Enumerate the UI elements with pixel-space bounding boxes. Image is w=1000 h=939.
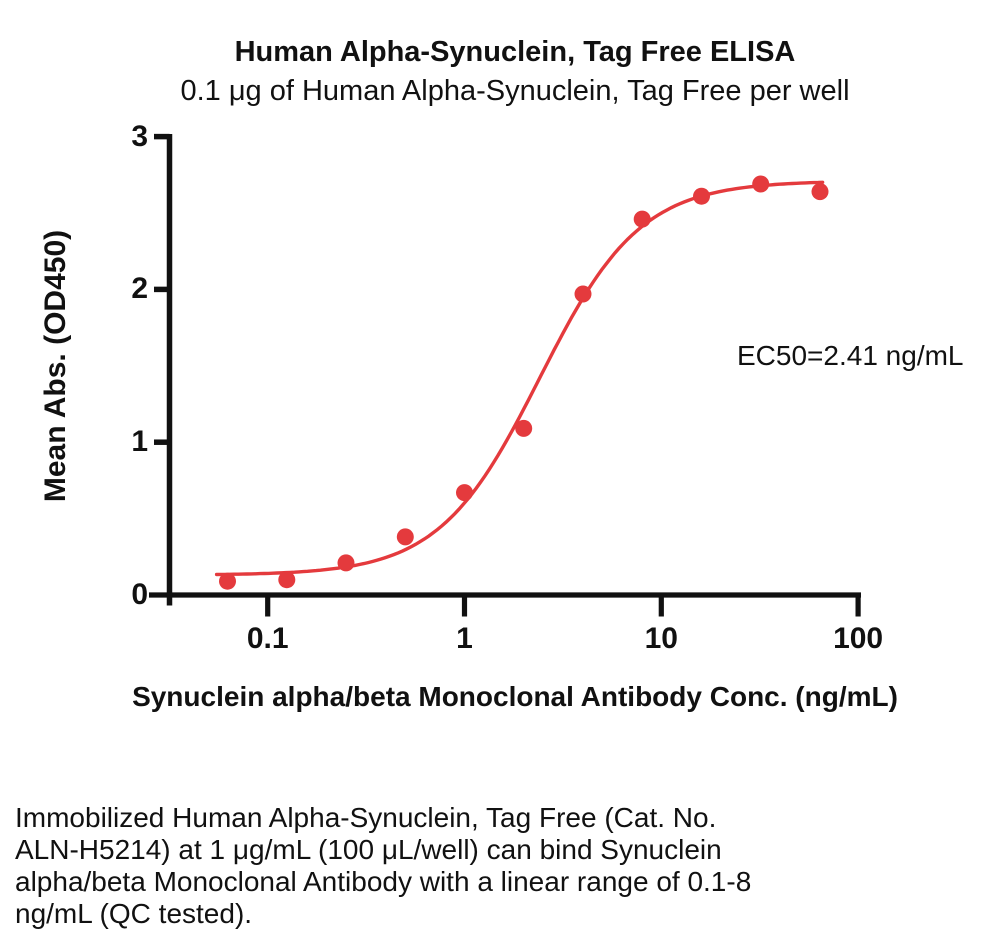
- y-tick-label: 3: [131, 119, 148, 153]
- ec50-annotation: EC50=2.41 ng/mL: [737, 340, 964, 371]
- caption-line: ALN-H5214) at 1 μg/mL (100 μL/well) can …: [15, 834, 722, 865]
- fit-curve: [214, 180, 825, 577]
- x-tick-label: 1: [456, 622, 473, 655]
- caption: Immobilized Human Alpha-Synuclein, Tag F…: [15, 802, 751, 930]
- y-tick-label: 2: [131, 272, 148, 306]
- caption-line: ng/mL (QC tested).: [15, 898, 253, 929]
- caption-line: alpha/beta Monoclonal Antibody with a li…: [15, 866, 752, 897]
- y-axis-label: Mean Abs. (OD450): [39, 229, 72, 503]
- caption-line: Immobilized Human Alpha-Synuclein, Tag F…: [15, 802, 717, 833]
- chart-title: Human Alpha-Synuclein, Tag Free ELISA: [234, 36, 796, 68]
- data-point: [396, 528, 414, 546]
- y-tick-label: 1: [131, 425, 148, 459]
- data-point: [633, 210, 651, 228]
- x-tick-label: 10: [644, 622, 678, 655]
- x-tick-label: 0.1: [246, 622, 289, 655]
- data-point: [515, 419, 533, 437]
- x-tick-label: 100: [833, 622, 884, 655]
- chart-subtitle: 0.1 μg of Human Alpha-Synuclein, Tag Fre…: [180, 75, 850, 107]
- data-point: [693, 187, 710, 205]
- data-point: [278, 571, 296, 589]
- y-tick-label: 0: [131, 578, 148, 611]
- data-point: [811, 183, 829, 201]
- data-point: [752, 175, 770, 193]
- data-point: [456, 484, 473, 502]
- x-axis-label: Synuclein alpha/beta Monoclonal Antibody…: [132, 681, 898, 712]
- data-point: [337, 554, 355, 572]
- data-point: [219, 572, 236, 590]
- data-point: [574, 285, 592, 303]
